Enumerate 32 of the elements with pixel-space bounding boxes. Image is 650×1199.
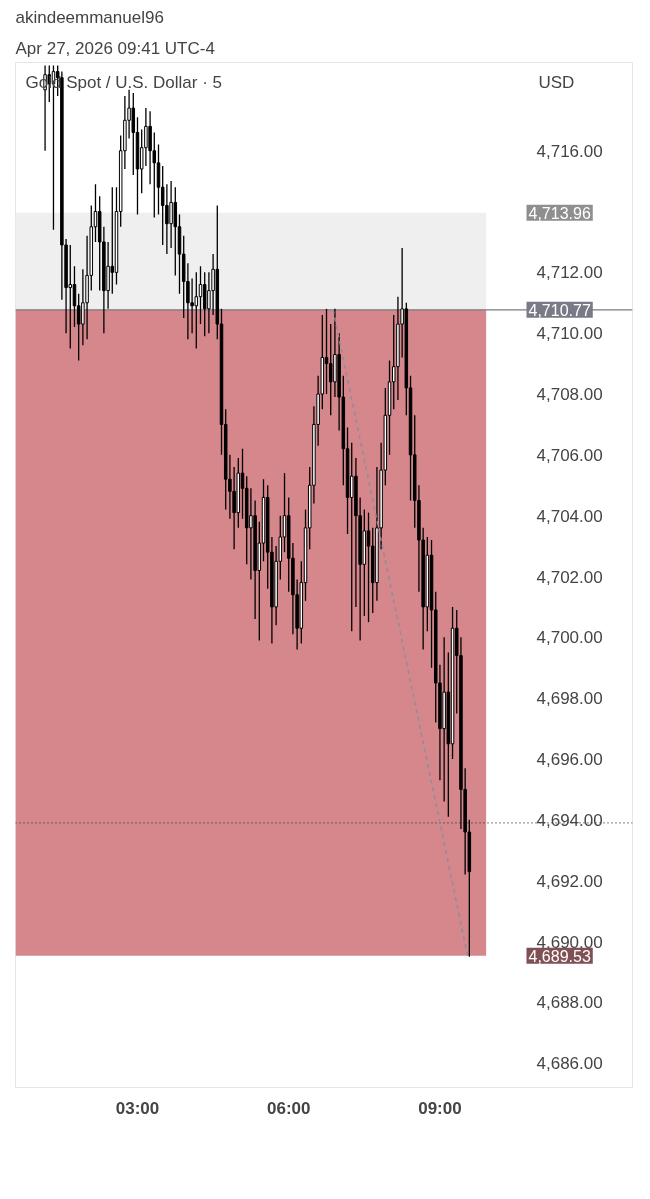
y-tick-label: 4,688.00 (536, 993, 603, 1013)
y-tick-label: 4,700.00 (536, 628, 603, 648)
x-tick-label: 03:00 (115, 1098, 160, 1118)
y-tick-label: 4,696.00 (536, 750, 603, 770)
chart-title: akindeemmanuel96 (15, 7, 164, 27)
y-tick-label: 4,712.00 (536, 263, 603, 283)
y-tick-label: 4,716.00 (536, 141, 603, 161)
y-tick-label: 4,704.00 (536, 506, 603, 526)
candlestick (110, 186, 115, 295)
candlestick (366, 512, 371, 623)
y-tick-label: 4,702.00 (536, 567, 603, 587)
x-tick-label: 06:00 (266, 1098, 311, 1118)
y-tick-label: 4,694.00 (536, 810, 603, 830)
band-label: 4,689.53 (528, 947, 591, 965)
x-tick-label: 09:00 (418, 1098, 462, 1118)
y-tick-label: 4,686.00 (536, 1054, 603, 1074)
candlestick (144, 107, 148, 167)
y-tick-label: 4,692.00 (536, 871, 603, 891)
candlestick (165, 183, 169, 255)
y-tick-label: 4,708.00 (536, 385, 603, 405)
candlestick (194, 271, 199, 350)
ref-line-label: 4,710.77 (528, 301, 591, 319)
candlestick (349, 442, 354, 632)
candlestick (249, 487, 253, 581)
candlestick (68, 244, 73, 350)
y-tick-label: 4,698.00 (536, 689, 603, 709)
candlestick (328, 323, 333, 416)
band-label: 4,713.96 (528, 204, 591, 222)
chart-subtitle: Apr 27, 2026 09:41 UTC-4 (15, 38, 215, 58)
annotation: USD (538, 72, 575, 92)
y-tick-label: 4,710.00 (536, 324, 603, 344)
y-tick-label: 4,706.00 (536, 445, 603, 465)
